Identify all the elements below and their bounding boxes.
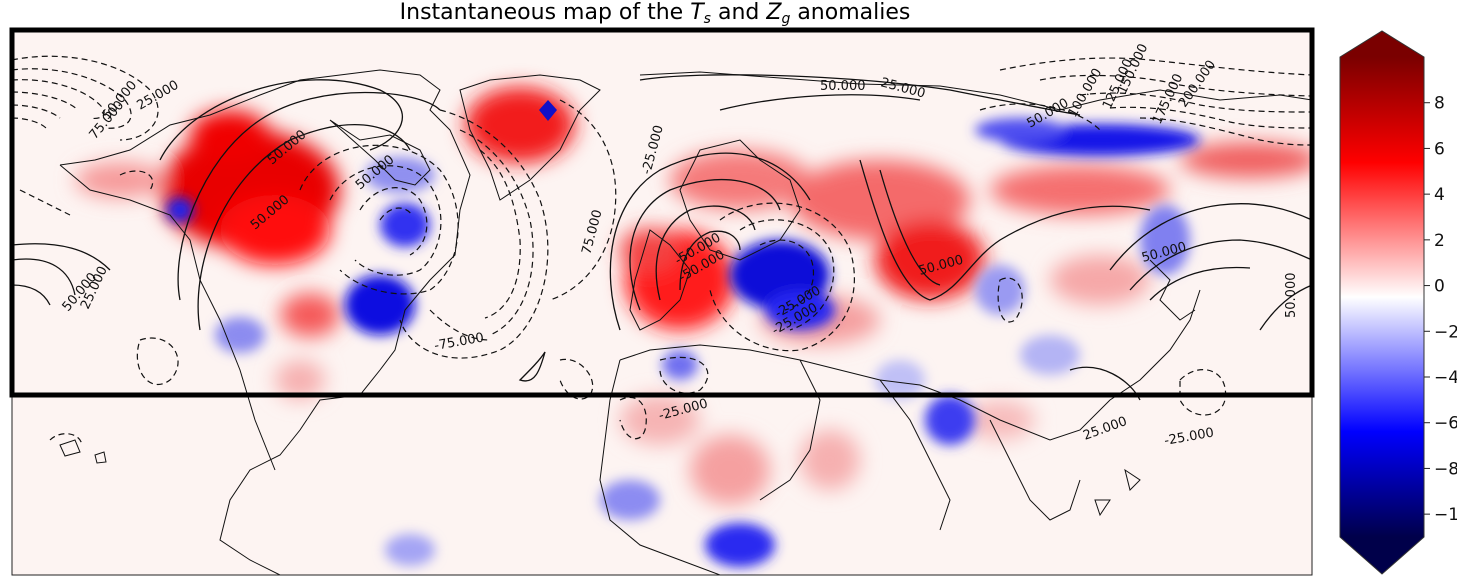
chart-title: Instantaneous map of the Ts and Zg anoma… (0, 0, 1310, 27)
title-var-ts: T (690, 0, 704, 25)
colorbar-ticks: 8 6 4 2 0 −2 −4 −6 −8 −10 (1424, 94, 1457, 525)
title-prefix: Instantaneous map of the (399, 0, 691, 25)
title-middle: and (710, 0, 767, 25)
title-var-ts-sub: s (703, 11, 711, 27)
negative-contours (12, 55, 1312, 446)
colorbar-tick-label: −6 (1434, 414, 1457, 434)
contour-label: 50.000 (1284, 273, 1299, 319)
cold-spot-marker (539, 100, 557, 121)
colorbar-tick-label: 6 (1434, 139, 1445, 159)
colorbar-tick-label: 4 (1434, 185, 1445, 205)
colorbar-extend-max (1340, 31, 1424, 57)
contour-label: 50.000 (820, 79, 866, 94)
colorbar: 8 6 4 2 0 −2 −4 −6 −8 −10 (1339, 30, 1457, 575)
colorbar-tick-label: −4 (1434, 368, 1457, 388)
colorbar-extend-min (1340, 537, 1424, 574)
title-var-zg: Z (766, 0, 782, 25)
title-var-zg-sub: g (781, 11, 791, 27)
colorbar-tick-label: −10 (1434, 505, 1457, 525)
title-suffix: anomalies (790, 0, 911, 25)
colorbar-tick-label: −8 (1434, 459, 1457, 479)
colorbar-outline (1339, 30, 1425, 575)
colorbar-tick-label: 0 (1434, 277, 1445, 297)
colorbar-tick-label: 8 (1434, 94, 1445, 114)
region-highlight-box (9, 27, 1315, 398)
colorbar-tick-label: −2 (1434, 322, 1457, 342)
positive-contours (12, 74, 1312, 401)
colorbar-gradient (1340, 57, 1424, 537)
colorbar-tick-label: 2 (1434, 231, 1445, 251)
coastlines (59, 69, 1312, 575)
cold-anomaly-patches (166, 118, 1200, 567)
